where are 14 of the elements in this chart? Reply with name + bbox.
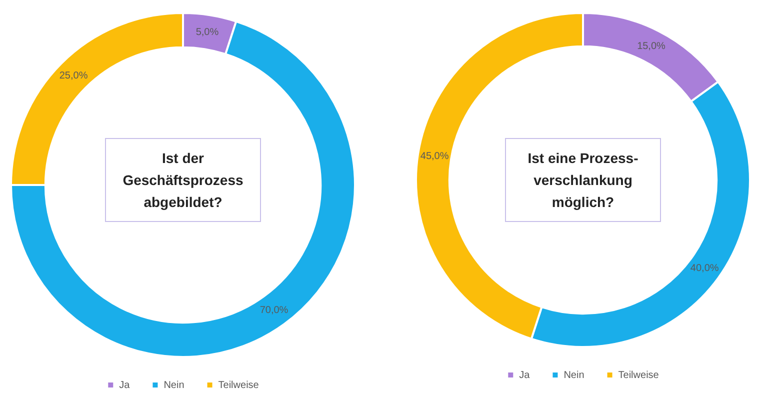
data-label: 40,0% [690,263,719,274]
text: Ist eine Prozess-verschlankung möglich? [505,138,661,222]
data-label: 5,0% [196,26,219,38]
data-label: 15,0% [637,40,666,52]
legend-label: Nein [164,380,184,391]
data-label: 70,0% [260,304,288,316]
data-label: 25,0% [59,70,88,82]
legend-label: Ja [519,370,530,381]
legend-label: Ja [119,380,130,391]
legend-label: Teilweise [618,370,660,381]
legend-label: Nein [564,370,584,381]
text: Ist der Geschäftsprozess abgebildet? [105,138,261,222]
legend-label: Teilweise [218,380,260,391]
data-label: 45,0% [420,151,449,162]
